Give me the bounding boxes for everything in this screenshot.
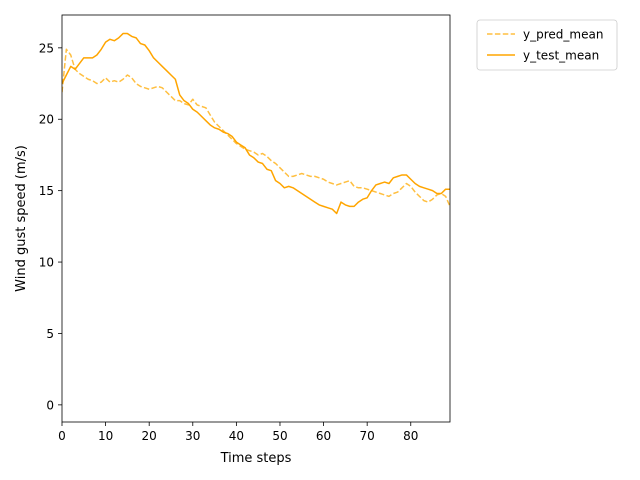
x-tick-label: 60: [316, 429, 331, 443]
legend: y_pred_mean y_test_mean: [476, 19, 618, 71]
x-axis-label: Time steps: [220, 451, 292, 466]
x-tick-label: 40: [229, 429, 244, 443]
x-tick-label: 80: [403, 429, 418, 443]
legend-label: y_test_mean: [523, 49, 599, 63]
x-tick-label: 20: [142, 429, 157, 443]
y-tick-label: 5: [46, 327, 54, 341]
legend-box: [476, 19, 618, 71]
y-tick-label: 0: [46, 398, 54, 412]
y-axis: 0 5 10 15 20 25: [39, 41, 62, 412]
plot-lines: [62, 32, 450, 215]
series-line-y-test-mean: [62, 32, 450, 215]
plot-frame: [61, 14, 451, 423]
y-axis-label: Wind gust speed (m/s): [14, 145, 29, 292]
legend-label: y_pred_mean: [523, 28, 603, 42]
x-axis: 0 10 20 30 40 50 60 70 80: [58, 422, 418, 443]
x-tick-label: 10: [98, 429, 113, 443]
y-tick-label: 10: [39, 256, 54, 270]
y-tick-label: 15: [39, 184, 54, 198]
x-tick-label: 50: [272, 429, 287, 443]
x-tick-label: 30: [185, 429, 200, 443]
series-line-y-pred-mean: [62, 48, 450, 207]
x-tick-label: 70: [360, 429, 375, 443]
y-tick-label: 20: [39, 113, 54, 127]
x-tick-label: 0: [58, 429, 66, 443]
y-tick-label: 25: [39, 41, 54, 55]
